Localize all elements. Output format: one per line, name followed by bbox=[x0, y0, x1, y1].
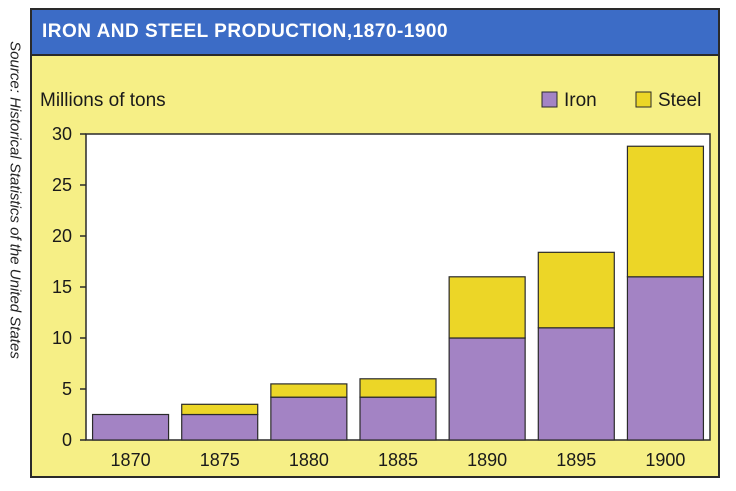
x-tick-label: 1890 bbox=[467, 450, 507, 470]
bar-iron-1895 bbox=[537, 327, 615, 441]
y-tick-label: 25 bbox=[52, 175, 72, 195]
bar-steel-1885 bbox=[359, 378, 437, 398]
x-tick-label: 1875 bbox=[200, 450, 240, 470]
x-tick-label: 1895 bbox=[556, 450, 596, 470]
y-tick-label: 0 bbox=[62, 430, 72, 450]
chart-frame: IRON AND STEEL PRODUCTION,1870-1900 Mill… bbox=[30, 8, 720, 478]
title-bar: IRON AND STEEL PRODUCTION,1870-1900 bbox=[32, 10, 718, 56]
x-tick-label: 1885 bbox=[378, 450, 418, 470]
bar-iron-1890 bbox=[448, 337, 526, 441]
bar-iron-1885 bbox=[359, 396, 437, 441]
legend-label-steel: Steel bbox=[658, 90, 701, 111]
y-tick-label: 20 bbox=[52, 226, 72, 246]
bar-iron-1900 bbox=[626, 276, 705, 441]
legend: Iron Steel bbox=[541, 90, 701, 111]
bar-iron-1880 bbox=[270, 396, 348, 441]
y-axis-ticks: 0 5 10 15 20 25 30 bbox=[52, 124, 86, 450]
bar-steel-1895 bbox=[537, 251, 615, 329]
bar-iron-1875 bbox=[181, 413, 259, 441]
y-tick-label: 30 bbox=[52, 124, 72, 144]
source-note: Source: Historical Statistics of the Uni… bbox=[0, 0, 30, 491]
chart-title: IRON AND STEEL PRODUCTION,1870-1900 bbox=[42, 21, 449, 42]
y-tick-label: 10 bbox=[52, 328, 72, 348]
x-tick-label: 1900 bbox=[645, 450, 685, 470]
stacked-bar-chart: Millions of tons Iron Steel 051015202530 … bbox=[40, 90, 711, 470]
x-tick-label: 1880 bbox=[289, 450, 329, 470]
bar-iron-1870 bbox=[91, 413, 170, 441]
y-axis-label: Millions of tons bbox=[40, 90, 166, 111]
x-tick-label: 1870 bbox=[111, 450, 151, 470]
y-tick-label: 15 bbox=[52, 277, 72, 297]
legend-swatch-iron bbox=[541, 91, 558, 108]
y-tick-label: 5 bbox=[62, 379, 72, 399]
bar-steel-1890 bbox=[448, 276, 526, 339]
x-axis-ticks: 1870 1875 1880 1885 1890 1895 1900 bbox=[111, 450, 686, 470]
bars bbox=[91, 145, 705, 441]
legend-swatch-steel bbox=[635, 91, 652, 108]
bar-steel-1880 bbox=[270, 383, 348, 398]
legend-label-iron: Iron bbox=[564, 90, 597, 111]
source-note-text: Source: Historical Statistics of the Uni… bbox=[6, 41, 24, 359]
bar-steel-1900 bbox=[626, 145, 705, 278]
bar-steel-1875 bbox=[181, 403, 259, 416]
